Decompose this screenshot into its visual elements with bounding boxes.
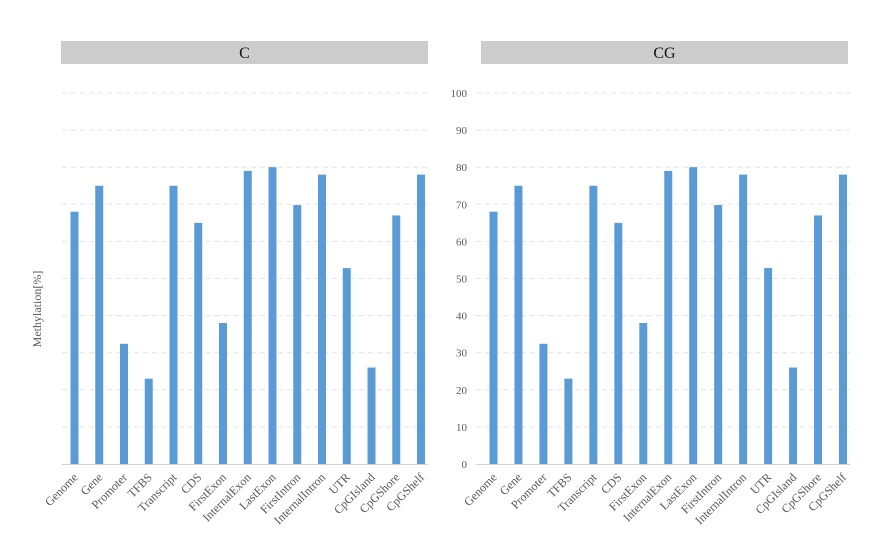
y-tick-label: 40	[456, 311, 468, 323]
y-tick-label: 70	[456, 199, 468, 211]
bar-firstexon	[219, 323, 227, 464]
bar-transcript	[169, 185, 178, 464]
x-tick-label: Genome	[42, 470, 81, 509]
bar-cpgshelf	[839, 174, 847, 464]
bar-cds	[194, 222, 203, 464]
bar-internalintron	[318, 174, 326, 464]
bar-firstintron	[293, 205, 302, 465]
bar-firstintron	[714, 205, 723, 465]
bar-firstexon	[639, 323, 648, 464]
bar-genome	[489, 211, 498, 464]
bar-gene	[95, 185, 104, 464]
bar-cds	[614, 222, 623, 464]
bar-lastexon	[268, 167, 277, 464]
panel-title-cg: CG	[653, 45, 676, 62]
bar-utr	[764, 268, 773, 464]
bar-utr	[342, 268, 351, 464]
y-tick-label: 0	[462, 459, 468, 471]
bar-tfbs	[564, 378, 573, 464]
y-axis-label: Methylation[%]	[30, 271, 44, 348]
y-tick-label: 90	[456, 125, 468, 137]
bar-promoter	[120, 343, 128, 464]
bar-promoter	[539, 343, 548, 464]
bar-gene	[514, 185, 523, 464]
y-tick-label: 20	[456, 385, 468, 397]
y-tick-label: 60	[456, 236, 468, 248]
y-tick-label: 50	[456, 274, 468, 286]
panel-header-cg	[481, 41, 848, 64]
panel-header-c	[61, 41, 428, 64]
y-tick-label: 30	[456, 348, 468, 360]
y-tick-label: 80	[456, 162, 468, 174]
bar-internalintron	[739, 174, 748, 464]
bar-internalexon	[243, 170, 252, 464]
bar-tfbs	[144, 378, 153, 464]
x-tick-label: Genome	[461, 470, 500, 509]
bar-lastexon	[689, 167, 698, 464]
bar-cpgisland	[789, 367, 798, 464]
bar-cpgisland	[367, 367, 376, 464]
panel-title-c: C	[239, 45, 250, 62]
y-tick-label: 100	[451, 88, 468, 100]
bar-transcript	[589, 185, 598, 464]
bar-cpgshore	[392, 215, 401, 464]
bar-internalexon	[664, 170, 673, 464]
bar-genome	[70, 211, 79, 464]
bar-cpgshore	[814, 215, 823, 464]
y-tick-label: 10	[456, 422, 468, 434]
bar-cpgshelf	[417, 174, 425, 464]
